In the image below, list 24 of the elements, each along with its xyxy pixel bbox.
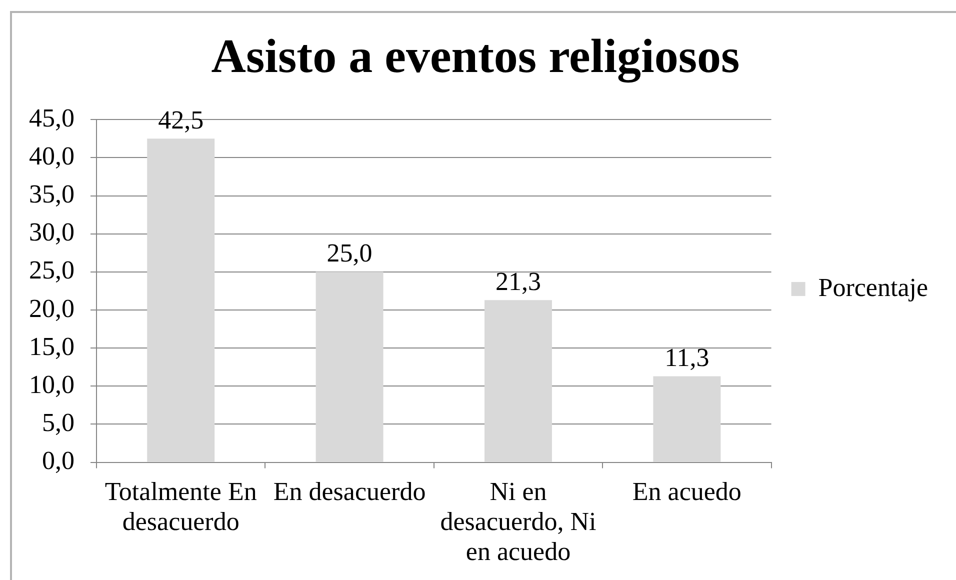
x-tick-label: En desacuerdo [273,477,426,506]
chart-title: Asisto a eventos religiosos [211,30,740,84]
bar [147,138,215,462]
y-tick-label: 15,0 [29,332,74,361]
y-tick-label: 40,0 [29,142,74,171]
y-tick-label: 5,0 [42,408,74,438]
bar [653,376,721,462]
legend-label: Porcentaje [818,272,928,302]
y-tick-label: 45,0 [29,103,74,132]
bar [484,300,552,462]
y-tick-label: 30,0 [29,218,74,247]
y-tick-label: 10,0 [29,370,74,399]
bar [316,272,384,462]
data-label: 11,3 [664,343,710,372]
data-label: 21,3 [495,266,541,296]
x-tick-label: Totalmente En desacuerdo [104,477,257,536]
y-tick-label: 0,0 [42,446,74,476]
data-label: 42,5 [158,105,204,134]
x-tick-label: Ni en desacuerdo, Ni en acuedo [440,477,596,566]
data-label: 25,0 [326,238,372,268]
x-tick-label: En acuedo [632,477,742,506]
y-tick-label: 20,0 [29,294,74,323]
y-tick-label: 35,0 [29,180,74,209]
y-tick-label: 25,0 [29,256,74,285]
